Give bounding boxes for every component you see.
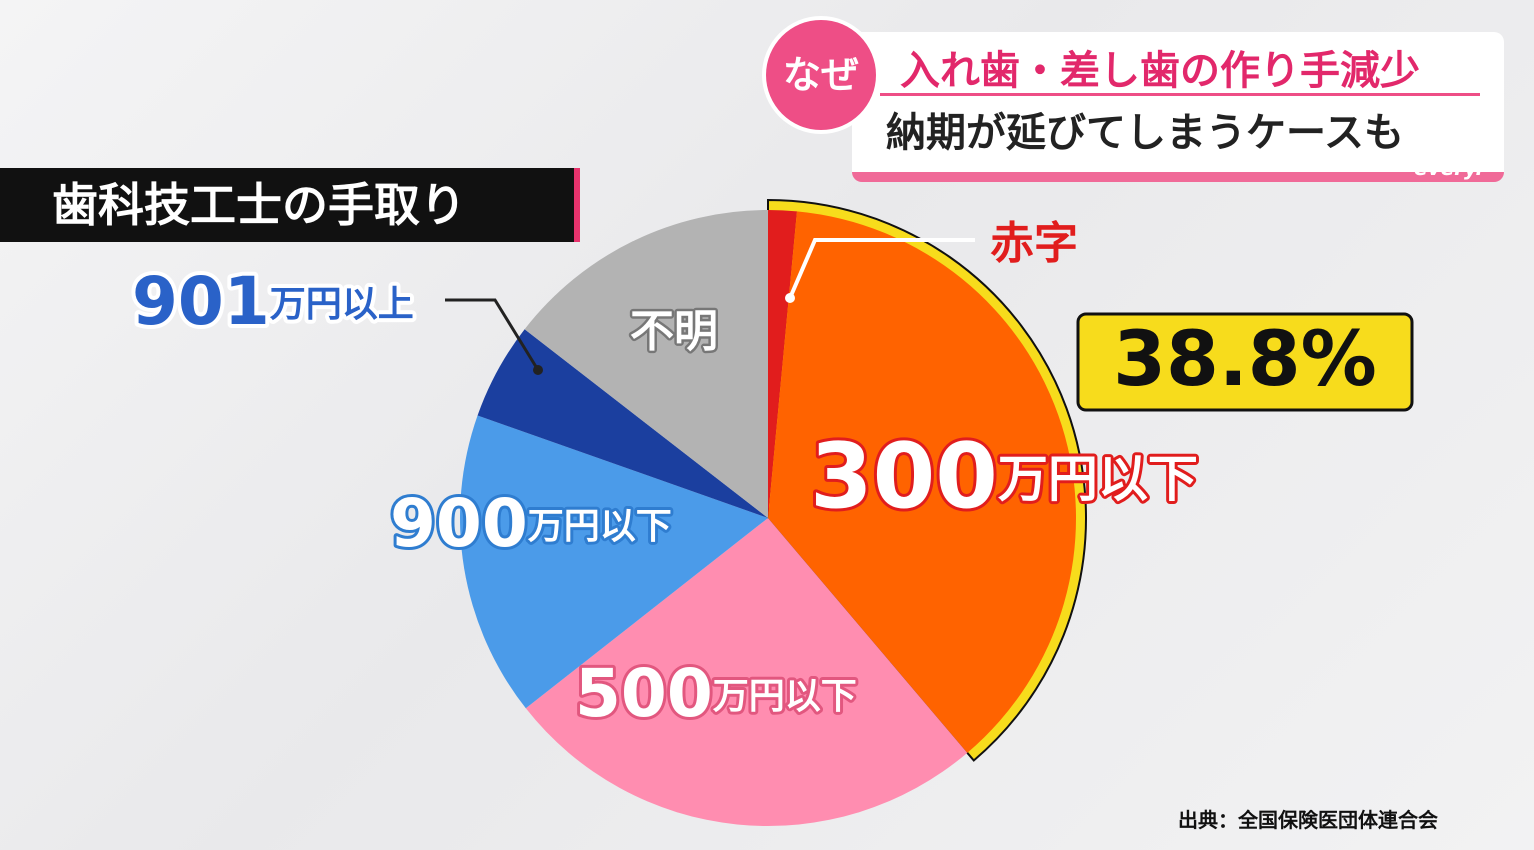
leader-line <box>788 238 975 299</box>
leader-dot <box>533 365 543 375</box>
headline: 入れ歯・差し歯の作り手減少 <box>900 48 1420 94</box>
pie-slice <box>768 211 1076 753</box>
pie-slice <box>477 329 768 518</box>
slice-label: 300万円以下 <box>810 424 1198 529</box>
slice-label: 901万円以上 <box>132 263 414 340</box>
source: 出典：全国保険医団体連合会 <box>1178 808 1438 832</box>
pie-slice <box>525 518 968 826</box>
brand: every. <box>1414 156 1483 180</box>
pie-slice <box>524 210 768 518</box>
highlight-box <box>1076 312 1414 412</box>
slice-label: 900万円以下 <box>390 485 672 562</box>
headline-box <box>852 32 1504 182</box>
leader-line <box>445 298 540 371</box>
slice-label: 500万円以下 <box>575 655 857 732</box>
highlight-label: 38.8% <box>1113 314 1377 403</box>
subheadline: 納期が延びてしまうケースも <box>886 110 1404 156</box>
slice-label: 赤字 <box>990 218 1078 269</box>
leader-dot <box>785 293 795 303</box>
chart-title: 歯科技工士の手取り <box>0 168 580 242</box>
pie-slice <box>768 210 797 518</box>
pie-slice <box>460 415 768 709</box>
badge: なぜ <box>766 20 876 130</box>
divider <box>880 93 1480 96</box>
slice-label: 不明 <box>630 306 718 357</box>
